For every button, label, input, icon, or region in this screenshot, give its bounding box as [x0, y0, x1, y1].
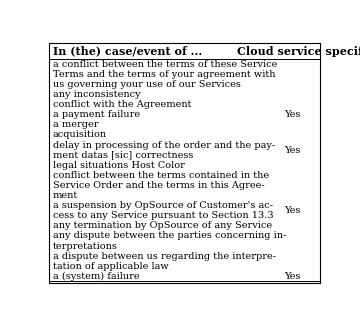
Text: a (system) failure: a (system) failure [53, 272, 139, 281]
Text: Service Order and the terms in this Agree-: Service Order and the terms in this Agre… [53, 181, 264, 190]
Text: Yes: Yes [284, 146, 301, 155]
Text: Terms and the terms of your agreement with: Terms and the terms of your agreement wi… [53, 70, 275, 79]
Text: ment datas [sic] correctness: ment datas [sic] correctness [53, 150, 193, 160]
Text: any inconsistency: any inconsistency [53, 90, 140, 99]
Text: Yes: Yes [284, 206, 301, 215]
Text: delay in processing of the order and the pay-: delay in processing of the order and the… [53, 140, 275, 150]
Text: cess to any Service pursuant to Section 13.3: cess to any Service pursuant to Section … [53, 211, 273, 220]
Text: legal situations Host Color: legal situations Host Color [53, 161, 184, 170]
Text: ment: ment [53, 191, 78, 200]
Text: Cloud service specific?: Cloud service specific? [237, 46, 360, 57]
Text: tation of applicable law: tation of applicable law [53, 262, 168, 271]
Text: a suspension by OpSource of Customer's ac-: a suspension by OpSource of Customer's a… [53, 201, 273, 210]
Text: Yes: Yes [284, 272, 301, 281]
Text: any dispute between the parties concerning in-: any dispute between the parties concerni… [53, 231, 286, 240]
Text: terpretations: terpretations [53, 241, 117, 251]
Text: conflict with the Agreement: conflict with the Agreement [53, 100, 191, 109]
Text: a dispute between us regarding the interpre-: a dispute between us regarding the inter… [53, 252, 275, 261]
Text: acquisition: acquisition [53, 130, 107, 139]
Text: a merger: a merger [53, 120, 98, 129]
Text: Yes: Yes [284, 110, 301, 119]
Text: us governing your use of our Services: us governing your use of our Services [53, 80, 240, 89]
Text: a payment failure: a payment failure [53, 110, 140, 119]
Text: a conflict between the terms of these Service: a conflict between the terms of these Se… [53, 60, 277, 69]
Text: In (the) case/event of ...: In (the) case/event of ... [53, 46, 202, 57]
Text: conflict between the terms contained in the: conflict between the terms contained in … [53, 171, 269, 180]
Text: any termination by OpSource of any Service: any termination by OpSource of any Servi… [53, 221, 272, 230]
